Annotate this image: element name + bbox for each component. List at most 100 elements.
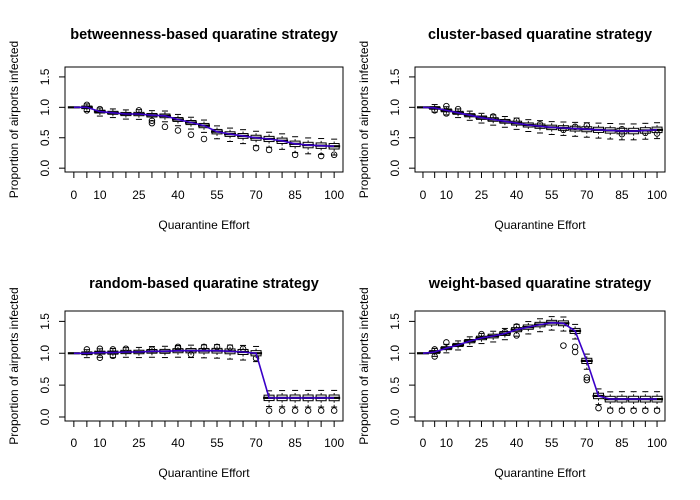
outlier-point bbox=[96, 345, 104, 353]
outlier-point bbox=[213, 343, 221, 351]
x-tick-label: 85 bbox=[288, 436, 302, 450]
box-95 bbox=[315, 138, 328, 160]
chart-title: cluster-based quaratine strategy bbox=[428, 27, 652, 43]
outlier-point bbox=[653, 407, 661, 414]
outlier-point bbox=[431, 353, 438, 360]
series-line bbox=[73, 349, 335, 399]
box-75 bbox=[592, 388, 605, 412]
x-tick-label: 85 bbox=[288, 188, 302, 202]
outlier-point bbox=[571, 343, 579, 351]
plot-frame bbox=[64, 310, 344, 422]
outlier-point bbox=[291, 151, 299, 159]
outlier-point bbox=[200, 343, 208, 351]
outlier-point bbox=[653, 130, 661, 137]
x-tick-label: 25 bbox=[132, 436, 146, 450]
outlier-point bbox=[291, 407, 299, 414]
outlier-point bbox=[226, 344, 234, 351]
outlier-point bbox=[148, 346, 156, 353]
box-40 bbox=[171, 113, 184, 134]
outlier-point bbox=[304, 407, 312, 414]
outlier-point bbox=[148, 119, 156, 127]
plot-frame bbox=[414, 66, 666, 173]
chart-panel-4: weight-based quaratine strategy 0.0 0.5 1.0… bbox=[357, 276, 667, 480]
outlier-point bbox=[135, 107, 143, 114]
x-tick-label: 40 bbox=[510, 436, 524, 450]
x-tick-label: 55 bbox=[210, 436, 224, 450]
y-tick-label: 1.0 bbox=[388, 99, 402, 116]
outlier-point bbox=[317, 152, 325, 160]
outlier-point bbox=[571, 123, 579, 131]
box-90 bbox=[302, 389, 315, 414]
box-90 bbox=[627, 391, 640, 414]
x-tick-label: 0 bbox=[71, 188, 78, 202]
outlier-point bbox=[148, 117, 156, 124]
box-85 bbox=[615, 391, 628, 414]
box-75 bbox=[263, 131, 276, 154]
outlier-point bbox=[265, 407, 273, 414]
y-tick-label: 0.5 bbox=[388, 129, 402, 146]
box-70 bbox=[580, 353, 593, 384]
outlier-point bbox=[330, 407, 338, 414]
outlier-point bbox=[478, 330, 485, 338]
y-tick-label: 1.5 bbox=[388, 313, 402, 330]
series-line bbox=[422, 106, 658, 132]
box-95 bbox=[315, 389, 328, 414]
outlier-point bbox=[571, 348, 579, 356]
outlier-point bbox=[443, 339, 450, 346]
chart-title: betweenness-based quaratine strategy bbox=[70, 27, 338, 43]
x-tick-label: 0 bbox=[420, 188, 427, 202]
x-tick-label: 70 bbox=[249, 188, 263, 202]
x-tick-label: 100 bbox=[647, 436, 667, 450]
chart-panel-1: betweenness-based quaratine strategy 0.0 0… bbox=[7, 27, 344, 232]
y-tick-label: 1.5 bbox=[38, 68, 52, 85]
outlier-point bbox=[560, 342, 567, 349]
outlier-point bbox=[174, 343, 182, 351]
x-axis-label: Quarantine Effort bbox=[158, 466, 250, 480]
x-tick-label: 25 bbox=[132, 188, 146, 202]
outlier-point bbox=[454, 105, 462, 113]
x-tick-label: 40 bbox=[171, 188, 185, 202]
x-tick-label: 85 bbox=[615, 188, 629, 202]
outlier-point bbox=[642, 407, 649, 414]
y-tick-label: 0.5 bbox=[38, 129, 52, 146]
box-100 bbox=[328, 138, 341, 159]
outlier-point bbox=[606, 407, 614, 414]
box-30 bbox=[145, 110, 158, 127]
x-tick-label: 10 bbox=[93, 188, 107, 202]
x-tick-label: 25 bbox=[475, 188, 489, 202]
outlier-point bbox=[187, 131, 195, 138]
chart-title: weight-based quaratine strategy bbox=[428, 276, 651, 292]
y-axis-label: Proportion of airports infected bbox=[357, 41, 371, 198]
plot-frame bbox=[64, 66, 344, 173]
outlier-point bbox=[583, 374, 591, 381]
x-tick-label: 55 bbox=[210, 188, 224, 202]
outlier-point bbox=[174, 127, 182, 134]
y-tick-label: 0.5 bbox=[38, 376, 52, 393]
outlier-point bbox=[187, 351, 195, 358]
box-85 bbox=[289, 136, 302, 159]
box-80 bbox=[276, 390, 289, 414]
box-35 bbox=[158, 110, 171, 131]
x-tick-label: 85 bbox=[615, 436, 629, 450]
y-tick-label: 1.5 bbox=[388, 68, 402, 85]
x-tick-label: 10 bbox=[440, 188, 454, 202]
x-tick-label: 0 bbox=[71, 436, 78, 450]
outlier-point bbox=[330, 151, 338, 159]
box-95 bbox=[639, 391, 652, 414]
outlier-point bbox=[83, 346, 91, 353]
x-axis-label: Quarantine Effort bbox=[494, 466, 586, 480]
outlier-point bbox=[583, 376, 591, 384]
box-70 bbox=[250, 130, 263, 152]
y-tick-label: 0.0 bbox=[388, 408, 402, 425]
x-tick-label: 55 bbox=[545, 188, 559, 202]
outlier-point bbox=[317, 407, 325, 414]
box-75 bbox=[263, 390, 276, 414]
outlier-point bbox=[252, 144, 260, 152]
y-tick-label: 0.0 bbox=[38, 408, 52, 425]
x-tick-label: 70 bbox=[249, 436, 263, 450]
box-100 bbox=[328, 389, 341, 414]
x-tick-label: 40 bbox=[171, 436, 185, 450]
outlier-point bbox=[161, 123, 169, 131]
